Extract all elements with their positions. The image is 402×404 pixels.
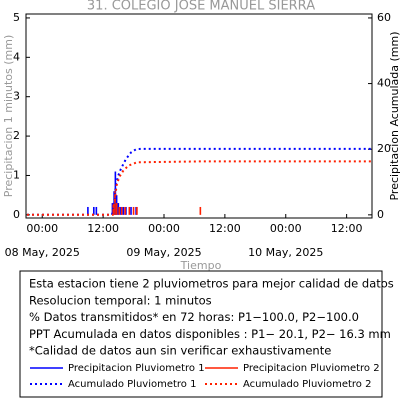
bar bbox=[132, 206, 135, 215]
bar bbox=[130, 206, 132, 215]
note-line: PPT Acumulada en datos disponibles : P1−… bbox=[29, 327, 391, 341]
y-tick-label: 3 bbox=[13, 90, 20, 103]
y2-tick-label: 0 bbox=[377, 208, 384, 221]
y-tick-label: 2 bbox=[13, 129, 20, 142]
bar bbox=[199, 206, 202, 215]
bar bbox=[124, 206, 126, 215]
info-box bbox=[19, 270, 383, 398]
bar bbox=[122, 206, 125, 215]
chart-title: 31. COLEGIO JOSE MANUEL SIERRA bbox=[87, 0, 315, 14]
y2-tick-label: 20 bbox=[377, 142, 391, 155]
note-line: *Calidad de datos aun sin verificar exha… bbox=[29, 344, 331, 358]
y2-tick-label: 40 bbox=[377, 77, 391, 90]
y-tick-label: 1 bbox=[13, 168, 20, 181]
y2-tick-label: 60 bbox=[377, 11, 391, 24]
y-tick-label: 4 bbox=[13, 50, 20, 63]
bar bbox=[120, 206, 122, 215]
bar bbox=[136, 206, 138, 215]
x-axis-label: Tiempo bbox=[180, 259, 222, 272]
date-label: 09 May, 2025 bbox=[126, 246, 201, 259]
x-tick-label: 12:00 bbox=[331, 222, 363, 235]
legend-label: Acumulado Pluviometro 1 bbox=[68, 379, 196, 390]
y-tick-label: 0 bbox=[13, 208, 20, 221]
x-tick-label: 00:00 bbox=[148, 222, 180, 235]
x-tick-label: 12:00 bbox=[209, 222, 241, 235]
bar bbox=[87, 206, 89, 215]
y2-axis-label: Precipitacion Acumulada (mm) bbox=[388, 31, 401, 200]
bar bbox=[118, 206, 120, 215]
bar bbox=[95, 206, 98, 215]
x-tick-label: 00:00 bbox=[26, 222, 58, 235]
legend-label: Precipitacion Pluviometro 1 bbox=[68, 363, 205, 374]
x-tick-label: 00:00 bbox=[270, 222, 302, 235]
y-axis-label: Precipitacion 1 minutos (mm) bbox=[2, 35, 15, 197]
note-line: Resolucion temporal: 1 minutos bbox=[29, 293, 212, 307]
bar bbox=[114, 191, 116, 215]
legend-label: Precipitacion Pluviometro 2 bbox=[243, 363, 380, 374]
bar bbox=[120, 206, 123, 215]
date-label: 08 May, 2025 bbox=[5, 246, 80, 259]
bar bbox=[93, 206, 95, 215]
bar bbox=[128, 206, 131, 215]
note-line: Esta estacion tiene 2 pluviometros para … bbox=[29, 277, 394, 291]
legend-label: Acumulado Pluviometro 2 bbox=[243, 379, 371, 390]
plot-frame bbox=[25, 13, 373, 219]
y-tick-label: 5 bbox=[13, 11, 20, 24]
note-line: % Datos transmitidos* en 72 horas: P1−10… bbox=[29, 310, 359, 324]
bar bbox=[135, 206, 137, 215]
date-label: 10 May, 2025 bbox=[248, 246, 323, 259]
x-tick-label: 12:00 bbox=[87, 222, 119, 235]
bar bbox=[115, 203, 118, 215]
bar bbox=[117, 203, 120, 215]
bar bbox=[125, 206, 127, 215]
